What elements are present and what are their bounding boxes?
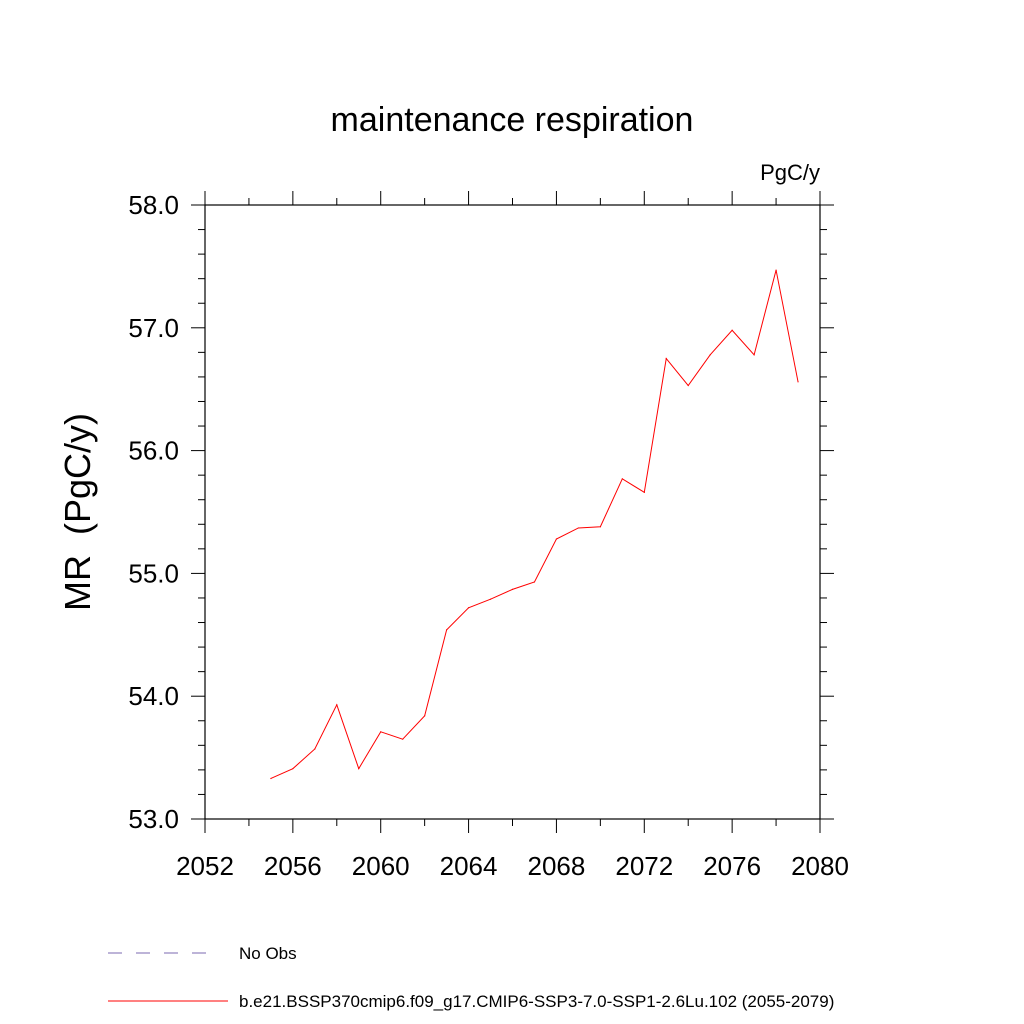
data-point [731,329,733,331]
series-group [270,269,799,780]
y-tick-label: 54.0 [128,681,179,711]
data-point [665,357,667,360]
units-label: PgC/y [760,160,820,185]
chart-title: maintenance respiration [331,101,694,139]
data-point [775,269,777,271]
x-axis: 2052 2056 2060 2064 2068 2072 2076 2080 [176,191,849,881]
data-point [446,629,448,631]
legend: No Obs b.e21.BSSP370cmip6.f09_g17.CMIP6-… [108,944,834,1011]
data-point [270,777,272,780]
series-line [270,269,799,779]
legend-entry-model-run: b.e21.BSSP370cmip6.f09_g17.CMIP6-SSP3-7.… [108,992,834,1011]
y-tick-label: 55.0 [128,558,179,588]
x-tick-label: 2080 [791,851,849,881]
x-tick-label: 2072 [615,851,673,881]
data-point [292,768,294,770]
data-point [687,384,689,387]
y-axis: 53.0 54.0 55.0 56.0 57.0 58.0 [128,190,834,834]
x-tick-label: 2076 [703,851,761,881]
y-tick-label: 57.0 [128,313,179,343]
data-point [424,715,426,717]
data-point [555,538,558,540]
data-point [621,478,623,480]
y-tick-label: 58.0 [128,190,179,220]
y-axis-label: MR (PgC/y) [57,413,98,611]
data-point [402,738,404,740]
x-tick-label: 2068 [528,851,586,881]
x-tick-label: 2064 [440,851,498,881]
data-point [489,598,492,600]
y-tick-label: 53.0 [128,804,179,834]
x-tick-label: 2060 [352,851,410,881]
plot-frame [204,204,821,820]
data-point [577,527,579,529]
x-tick-label: 2056 [264,851,322,881]
legend-entry-no-obs: No Obs [108,944,297,963]
data-point [336,704,338,706]
legend-label-model-run: b.e21.BSSP370cmip6.f09_g17.CMIP6-SSP3-7.… [239,992,834,1011]
data-point [709,354,711,356]
data-point [599,526,601,528]
y-tick-label: 56.0 [128,436,179,466]
x-tick-label: 2052 [176,851,234,881]
data-point [511,588,514,590]
legend-label-no-obs: No Obs [239,944,297,963]
data-point [358,768,360,770]
data-point [753,354,755,356]
data-point [797,381,799,383]
data-point [314,748,316,750]
data-point [467,607,470,609]
data-point [533,581,536,583]
data-point [643,491,645,493]
data-point [380,731,382,733]
